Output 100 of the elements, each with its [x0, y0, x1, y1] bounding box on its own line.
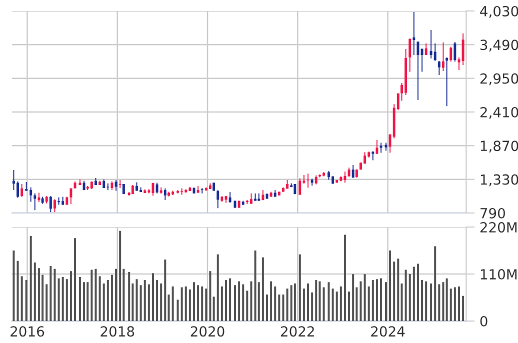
bar: [393, 262, 396, 322]
bar: [220, 286, 223, 322]
bar: [246, 290, 248, 322]
bar: [224, 280, 227, 322]
y-tick-label: 2,950: [480, 73, 518, 86]
bar: [98, 276, 101, 322]
bar: [315, 280, 318, 322]
bar: [416, 264, 419, 322]
bar: [160, 283, 162, 322]
y-tick-label: 110M: [480, 269, 517, 280]
bar: [384, 282, 387, 322]
bar: [136, 279, 138, 322]
y-tick-label: 4,030: [480, 6, 518, 18]
bar: [421, 280, 424, 322]
bar: [234, 285, 236, 322]
bar: [66, 279, 68, 322]
bar: [454, 287, 456, 322]
bar: [458, 286, 460, 322]
bar: [262, 257, 264, 322]
bar: [180, 287, 183, 322]
bar: [270, 281, 272, 322]
y-tick-label: 2,410: [480, 106, 518, 119]
bar: [74, 238, 76, 322]
bar: [442, 282, 444, 322]
y-tick-label: 0: [480, 316, 488, 327]
bar: [70, 271, 72, 322]
bar: [156, 280, 158, 322]
bar: [336, 292, 338, 322]
bar: [250, 281, 252, 322]
bar: [16, 260, 19, 322]
bar: [140, 285, 142, 322]
bar: [192, 282, 196, 322]
bar: [376, 279, 378, 322]
bar: [450, 288, 452, 322]
y-tick-label: 1,870: [480, 140, 518, 153]
bar: [352, 274, 354, 322]
bar: [328, 282, 330, 322]
bar: [38, 268, 40, 322]
bar: [94, 268, 97, 322]
bar: [311, 292, 314, 322]
bar: [54, 268, 56, 322]
bar: [83, 282, 86, 322]
bar: [25, 280, 28, 322]
bar: [212, 296, 215, 322]
bar: [254, 250, 256, 322]
bar: [50, 266, 52, 322]
bar: [412, 266, 415, 322]
y-tick-label: 3,490: [480, 40, 518, 52]
x-tick-label: 2020: [190, 326, 224, 337]
bar: [62, 277, 64, 322]
bar: [408, 274, 411, 322]
bar: [86, 282, 89, 322]
bar: [332, 288, 334, 322]
bar: [197, 285, 200, 322]
bar: [176, 300, 179, 322]
bar: [46, 284, 48, 322]
bar: [102, 283, 105, 322]
bar: [119, 230, 122, 322]
bar: [58, 278, 60, 322]
x-tick-label: 2022: [280, 326, 314, 337]
bar: [372, 280, 374, 322]
bar: [360, 281, 362, 322]
x-tick-label: 2024: [371, 326, 405, 337]
bar: [34, 262, 36, 322]
y-tick-label: 1,330: [480, 174, 518, 186]
bar: [274, 286, 276, 322]
bar: [397, 258, 400, 322]
bar: [152, 273, 154, 322]
bar: [12, 250, 15, 322]
bar: [188, 289, 191, 322]
y-tick-label: 790: [480, 208, 505, 218]
bar: [90, 270, 93, 322]
bar: [380, 278, 382, 322]
bar: [430, 283, 432, 322]
bar: [404, 270, 407, 322]
bar: [201, 286, 204, 322]
bar: [294, 283, 296, 322]
candlestick: [58, 197, 60, 205]
bar: [340, 286, 342, 322]
bar: [306, 283, 310, 322]
bar: [106, 280, 109, 322]
bar: [30, 236, 32, 322]
bar: [78, 277, 81, 322]
bar: [462, 296, 464, 322]
x-tick-label: 2018: [100, 326, 134, 337]
bar: [434, 246, 436, 322]
x-tick-label: 2016: [10, 326, 44, 337]
bar: [172, 286, 174, 322]
bar: [144, 280, 146, 322]
bar: [322, 287, 325, 322]
bar: [184, 286, 187, 322]
bar: [446, 278, 448, 322]
candlestick: [412, 12, 416, 55]
bar: [164, 260, 166, 322]
y-tick-label: 220M: [480, 222, 517, 233]
bar: [278, 294, 280, 322]
bar: [205, 288, 208, 322]
bar: [229, 278, 232, 322]
bar: [209, 271, 212, 322]
bar: [344, 234, 346, 322]
